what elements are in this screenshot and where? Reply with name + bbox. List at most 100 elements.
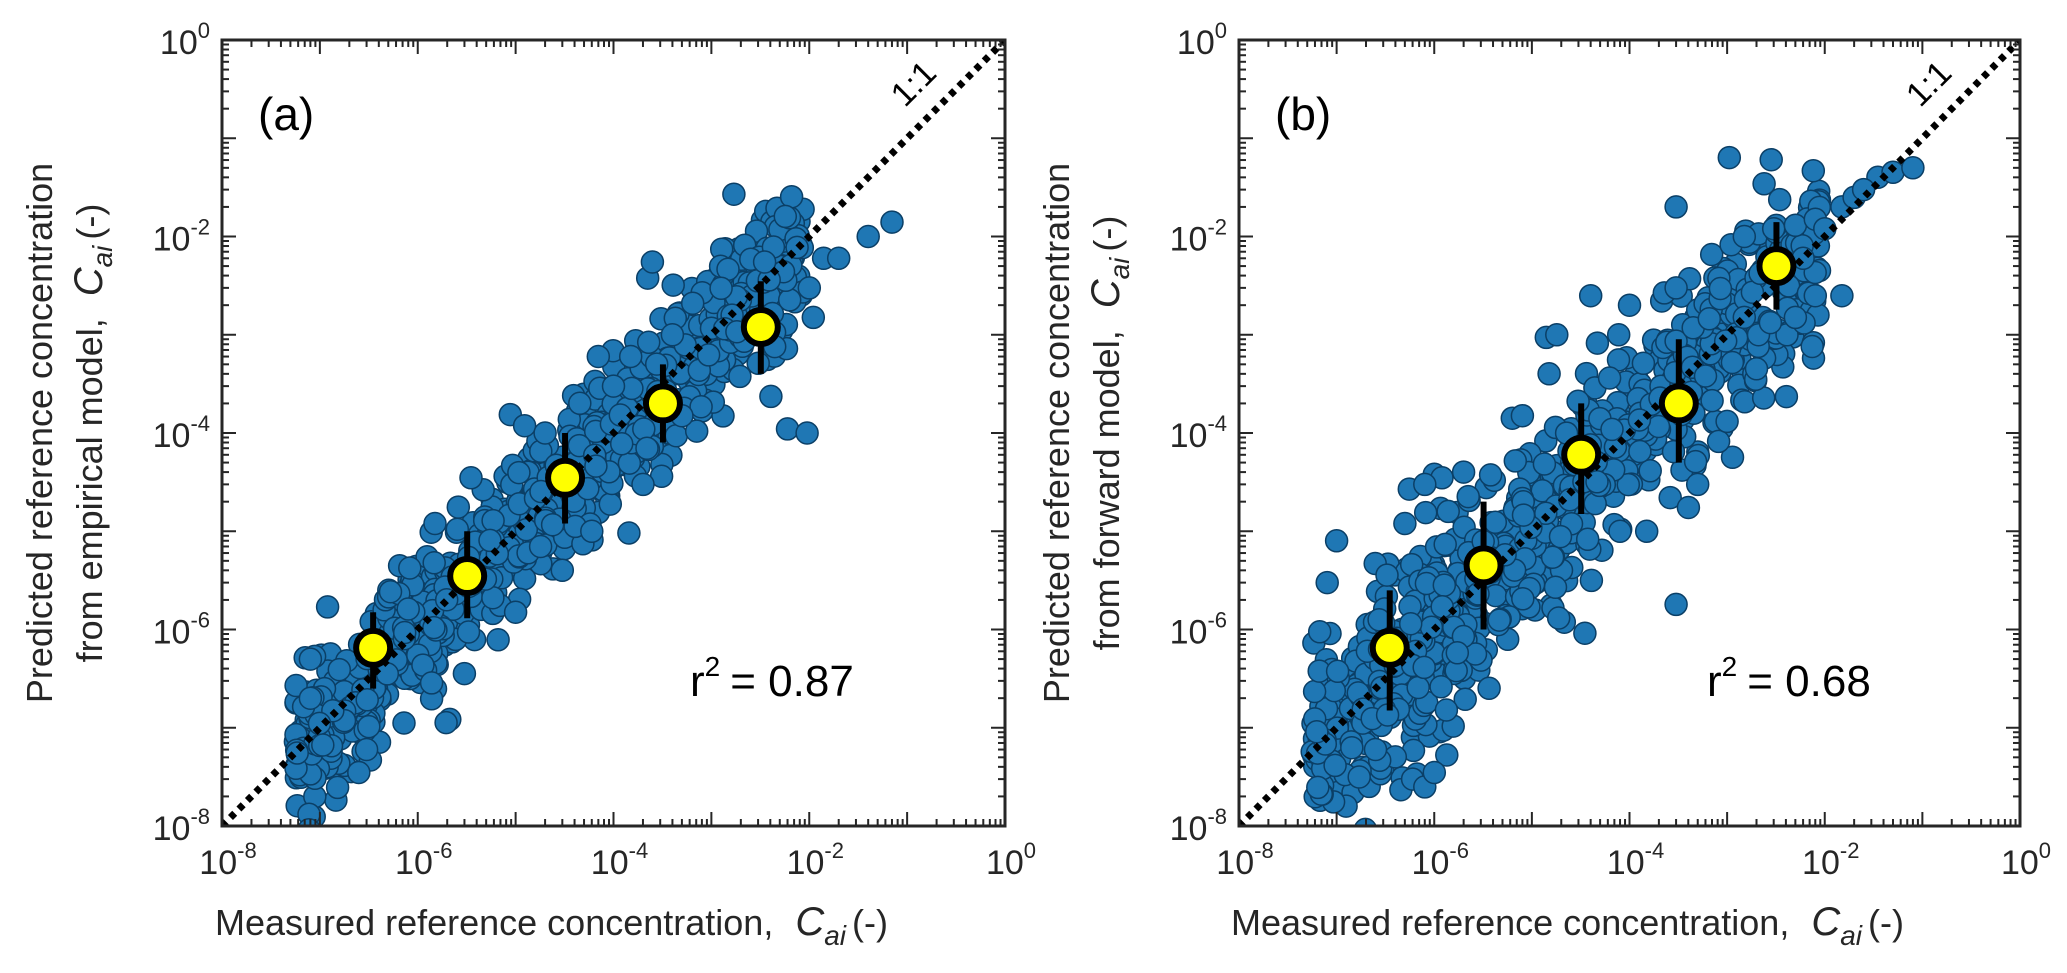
data-point	[1664, 592, 1688, 617]
data-point	[1434, 698, 1459, 722]
data-point	[1510, 403, 1535, 428]
data-point	[856, 224, 880, 249]
y-tick-label: 10-8	[153, 804, 210, 848]
data-point	[1413, 472, 1437, 497]
data-point	[1537, 362, 1561, 386]
data-point	[684, 419, 709, 443]
data-point	[709, 276, 733, 301]
panel-label: (b)	[1275, 88, 1331, 140]
data-point	[1608, 519, 1632, 544]
data-point	[1697, 307, 1722, 331]
x-tick-label: 100	[986, 838, 1036, 882]
data-point	[664, 423, 689, 448]
chart-panel-b: 10-8 10-6 10-4 10-2 100 10-8 10-6 10-4 10-2 100 (b…	[1036, 18, 2051, 951]
data-point	[1433, 532, 1457, 557]
y-tick-label: 10-4	[1170, 411, 1227, 455]
data-point	[1676, 495, 1701, 520]
data-point	[1578, 283, 1603, 308]
data-point	[423, 511, 447, 536]
data-point	[1302, 679, 1327, 704]
data-point	[1628, 439, 1652, 464]
data-point	[1767, 187, 1792, 212]
data-point	[1715, 409, 1739, 434]
one-to-one-label: 1:1	[884, 54, 944, 114]
bin-mean-marker	[1756, 246, 1797, 287]
x-tick-label: 10-8	[199, 838, 256, 882]
data-point-cloud	[283, 182, 904, 897]
axis-ticks	[221, 39, 1006, 827]
data-point	[1566, 389, 1590, 414]
data-point	[640, 250, 665, 274]
bin-mean-marker	[545, 457, 586, 498]
x-tick-label: 10-4	[1607, 838, 1664, 882]
data-point	[528, 534, 553, 559]
one-to-one-line	[1239, 40, 2020, 826]
data-point	[1851, 177, 1876, 202]
bin-mean-marker	[1658, 383, 1699, 424]
data-point	[752, 250, 777, 274]
y-axis-title-line1: Predicted reference concentration	[1036, 163, 1077, 703]
data-point	[598, 492, 623, 516]
data-point	[550, 558, 575, 583]
data-point	[354, 737, 379, 762]
data-point	[1732, 390, 1757, 414]
y-tick-label: 100	[1177, 18, 1227, 62]
data-point	[1699, 242, 1724, 267]
data-point	[779, 184, 804, 209]
x-tick-label: 10-2	[1802, 838, 1859, 882]
data-point	[1732, 224, 1757, 249]
data-point	[1803, 283, 1828, 308]
data-point	[1419, 615, 1444, 639]
y-axis-title-line2: from empirical model,Cai(-)	[67, 204, 118, 663]
data-point	[422, 551, 446, 575]
y-tick-label: 100	[160, 18, 210, 62]
data-point	[1546, 606, 1571, 630]
data-point	[357, 714, 381, 739]
data-point	[722, 182, 746, 206]
data-point	[1322, 678, 1347, 703]
data-point	[285, 838, 307, 860]
data-point	[636, 330, 661, 355]
data-point	[680, 291, 705, 315]
data-point	[298, 686, 323, 710]
data-point	[1363, 737, 1388, 762]
data-point	[1436, 499, 1460, 524]
data-point	[327, 657, 352, 682]
data-point	[759, 384, 783, 409]
data-point	[1413, 500, 1438, 525]
x-axis-title: Measured reference concentration, Cai (-)	[215, 900, 888, 951]
data-point	[1347, 765, 1371, 789]
data-point	[298, 647, 323, 671]
data-point	[452, 661, 477, 686]
data-point	[1543, 575, 1568, 600]
axis-ticks	[1238, 39, 2021, 827]
data-point	[1393, 511, 1417, 536]
data-point	[1783, 213, 1808, 238]
data-point	[773, 204, 798, 229]
data-point	[315, 595, 340, 619]
data-point	[1693, 364, 1718, 388]
data-point	[777, 288, 802, 312]
data-point	[445, 517, 470, 541]
data-point	[1720, 445, 1745, 470]
data-point	[1597, 366, 1622, 390]
data-point	[1435, 743, 1459, 767]
data-point	[289, 875, 311, 897]
data-point	[1545, 323, 1569, 347]
data-point	[1326, 837, 1348, 859]
data-point	[609, 432, 634, 456]
data-point	[1658, 485, 1682, 510]
data-point	[1307, 620, 1332, 644]
data-point	[1532, 452, 1557, 476]
data-point	[1548, 524, 1573, 549]
data-point	[601, 374, 626, 398]
data-point	[1720, 350, 1745, 375]
data-point	[1708, 276, 1733, 301]
data-point	[297, 817, 321, 826]
data-point	[355, 688, 379, 712]
data-point	[635, 436, 659, 460]
data-point	[795, 421, 819, 445]
r-squared-annotation: r2 = 0.87	[690, 651, 854, 706]
y-tick-label: 10-2	[1170, 215, 1227, 259]
y-axis-title-line1: Predicted reference concentration	[19, 163, 60, 703]
